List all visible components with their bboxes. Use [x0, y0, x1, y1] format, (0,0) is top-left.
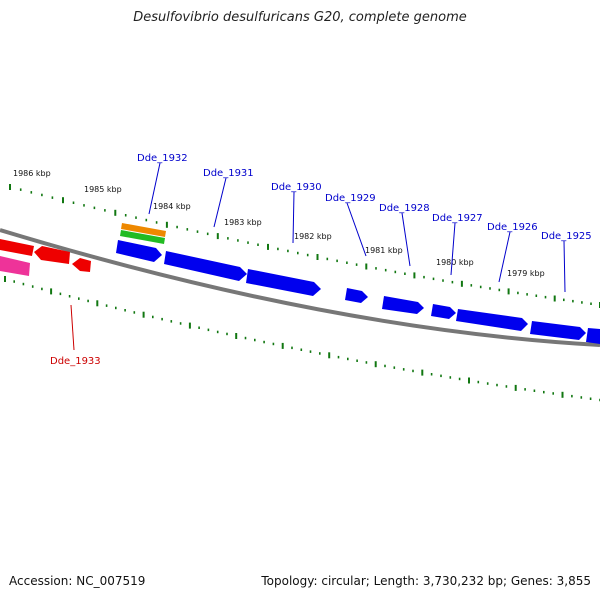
- orange-feature-bar: [121, 223, 166, 237]
- reverse-gene-arrow: [0, 239, 34, 256]
- gene-label-dde-1927: Dde_1927: [432, 213, 483, 224]
- forward-gene-arrow: [530, 321, 586, 340]
- gene-label-dde-1933: Dde_1933: [50, 356, 101, 367]
- leader-line: [346, 202, 367, 257]
- forward-gene-arrow: [431, 304, 456, 319]
- leader-line: [450, 222, 456, 276]
- kbp-label-1982: 1982 kbp: [294, 232, 332, 241]
- forward-gene-arrow: [345, 288, 368, 303]
- gene-label-dde-1925: Dde_1925: [541, 231, 592, 242]
- gene-label-dde-1926: Dde_1926: [487, 222, 538, 233]
- forward-gene-arrow: [116, 240, 162, 262]
- gene-label-dde-1928: Dde_1928: [379, 203, 430, 214]
- page-title: Desulfovibrio desulfuricans G20, complet…: [133, 10, 467, 25]
- forward-gene-arrow: [456, 309, 528, 331]
- leader-line: [70, 304, 75, 351]
- kbp-label-1979: 1979 kbp: [507, 269, 545, 278]
- green-feature-bar: [120, 230, 165, 244]
- forward-gene-arrow: [246, 269, 321, 296]
- upper-tick-marks: [9, 184, 600, 308]
- kbp-label-1980: 1980 kbp: [436, 258, 474, 267]
- gene-label-dde-1930: Dde_1930: [271, 182, 322, 193]
- leader-line: [213, 177, 227, 228]
- leader-line: [563, 240, 566, 293]
- accession-text: Accession: NC_007519: [9, 574, 146, 588]
- gene-label-dde-1929: Dde_1929: [325, 193, 376, 204]
- leader-line: [498, 231, 511, 283]
- pink-gene-arrow: [0, 256, 30, 276]
- reverse-gene-arrow: [34, 246, 70, 264]
- leader-line: [148, 162, 161, 215]
- leader-line: [292, 191, 295, 244]
- gene-label-dde-1931: Dde_1931: [203, 168, 254, 179]
- forward-gene-arrow: [586, 328, 600, 344]
- kbp-label-1984: 1984 kbp: [153, 202, 191, 211]
- kbp-label-1981: 1981 kbp: [365, 246, 403, 255]
- forward-gene-arrow: [382, 296, 424, 314]
- gene-label-dde-1932: Dde_1932: [137, 153, 188, 164]
- kbp-label-1985: 1985 kbp: [84, 185, 122, 194]
- topology-summary-text: Topology: circular; Length: 3,730,232 bp…: [261, 574, 591, 588]
- kbp-label-1983: 1983 kbp: [224, 218, 262, 227]
- kbp-label-1986: 1986 kbp: [13, 169, 51, 178]
- reverse-gene-arrow: [72, 258, 91, 272]
- leader-line: [401, 212, 411, 267]
- genome-backbone: [0, 228, 600, 347]
- lower-tick-marks: [4, 276, 600, 402]
- forward-gene-arrow: [164, 251, 247, 281]
